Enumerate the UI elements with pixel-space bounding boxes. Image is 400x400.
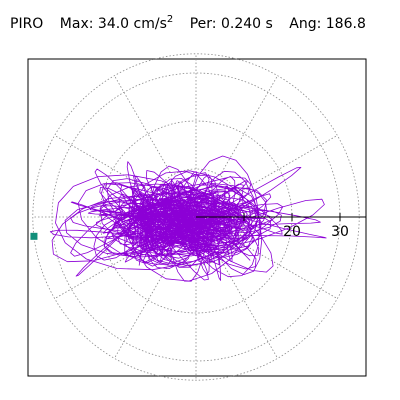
max-unit: cm/s — [133, 16, 167, 32]
station-code: PIRO — [10, 16, 44, 32]
orbit-path — [49, 155, 327, 282]
orbit-trace — [30, 155, 327, 282]
period-value: 0.240 s — [220, 16, 273, 32]
max-unit-exponent: 2 — [166, 14, 174, 25]
grid-spoke — [219, 258, 278, 359]
grid-spoke — [54, 240, 155, 299]
radial-tick-label: 30 — [331, 224, 349, 240]
chart-header: PIRO Max: 34.0 cm/s2 Per: 0.240 s Ang: 1… — [10, 14, 366, 32]
angle-value: 186.8 — [325, 16, 366, 32]
angle-label: Ang: — [289, 16, 322, 32]
grid-spoke — [114, 258, 173, 359]
grid-spoke — [219, 75, 278, 176]
max-value: 34.0 — [97, 16, 130, 32]
grid-spoke — [114, 75, 173, 176]
period-label: Per: — [189, 16, 217, 32]
max-label: Max: — [59, 16, 94, 32]
grid-spoke — [237, 135, 338, 194]
radial-axis: 20 30 — [196, 213, 366, 240]
grid-spoke — [237, 240, 338, 299]
radial-tick-label: 20 — [283, 224, 301, 240]
peak-marker — [30, 232, 38, 240]
